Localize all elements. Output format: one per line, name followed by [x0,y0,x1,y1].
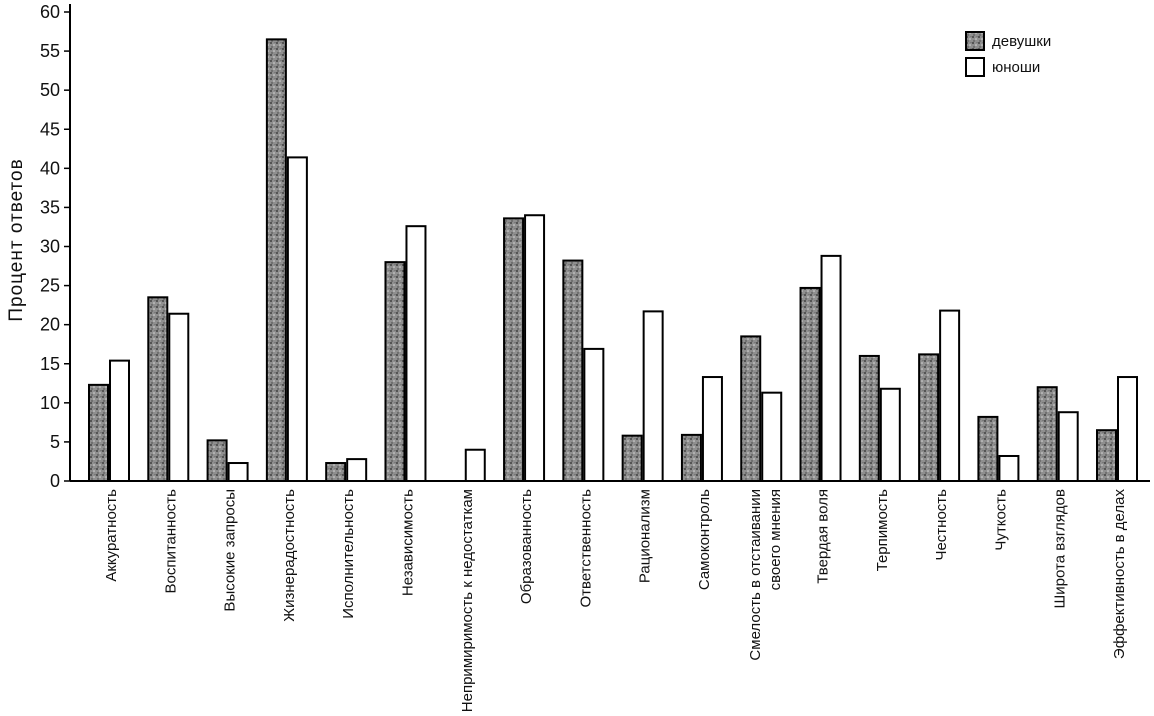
legend-swatch-devushki [965,31,985,51]
bar-devushki [918,353,940,482]
bar-yunoshi [761,391,783,482]
category-label: Образованность [518,489,535,604]
bar-devushki [858,354,880,482]
bar-devushki [1036,386,1058,483]
category-label: Воспитанность [162,489,179,594]
bar-yunoshi [1057,411,1079,483]
bar-yunoshi [879,387,901,482]
category-label: Рационализм [637,489,654,583]
category-labels: Аккуратность Воспитанность Высокие запросы… [103,489,1128,713]
category-label: Исполнительность [340,489,357,619]
bar-devushki [621,434,643,482]
category-label: Непримиримость к недостаткам [459,489,476,711]
bar-devushki [325,462,347,482]
legend-swatch-yunoshi [965,57,985,77]
legend: девушки юноши [965,31,1051,77]
y-tick-label: 30 [40,237,60,257]
bar-yunoshi [464,448,486,483]
y-tick-label: 45 [40,119,60,139]
legend-label-devushki: девушки [992,33,1051,50]
category-label: Смелость в отстаивании своего мнения [747,489,784,661]
category-label: Ответственность [577,489,594,608]
bar-devushki [799,286,821,483]
bar-yunoshi [642,310,664,482]
bar-yunoshi [1117,376,1138,482]
bar-devushki [88,383,109,483]
legend-label-yunoshi: юноши [992,59,1040,76]
bar-devushki [1096,429,1117,483]
bar-devushki [206,439,228,482]
y-tick-label: 55 [40,41,60,61]
category-label: Эффективность в делах [1111,489,1128,660]
y-tick-label: 35 [40,197,60,217]
category-label: Аккуратность [103,489,120,582]
bar-yunoshi [286,156,308,482]
category-label: Высокие запросы [222,489,239,612]
category-label: Жизнерадостность [281,489,298,622]
bar-yunoshi [998,454,1020,482]
category-label: Честность [933,489,950,561]
y-tick-label: 0 [50,471,60,491]
axes: 0 5 10 15 20 25 30 35 40 45 50 55 60 [40,2,1150,491]
bar-yunoshi [168,312,190,482]
bar-devushki [503,217,525,483]
category-label: Независимость [399,489,416,596]
bar-devushki [265,38,287,482]
y-axis-label: Процент ответов [6,158,27,321]
category-label: Чуткость [992,489,1009,551]
category-label: Терпимость [874,489,891,572]
bar-devushki [147,296,169,482]
y-tick-label: 20 [40,315,60,335]
bar-yunoshi [939,309,961,483]
bar-devushki [562,259,584,482]
bar-yunoshi [524,214,546,482]
bar-yunoshi [820,254,842,482]
category-label: Самоконтроль [696,489,713,590]
category-label: Широта взглядов [1052,489,1069,608]
y-tick-label: 40 [40,158,60,178]
bar-devushki [680,433,702,482]
bar-yunoshi [346,458,368,483]
y-tick-label: 15 [40,354,60,374]
y-tick-label: 5 [50,432,60,452]
bar-devushki [384,261,406,482]
y-tick-label: 60 [40,2,60,22]
bar-devushki [740,335,762,482]
y-tick-label: 50 [40,80,60,100]
bar-yunoshi [583,347,605,483]
category-label: Твердая воля [815,489,832,584]
bars [88,38,1138,483]
bar-devushki [977,415,999,482]
bar-yunoshi [405,225,427,482]
bar-yunoshi [701,376,723,482]
y-tick-label: 25 [40,276,60,296]
bar-yunoshi [227,462,249,482]
bar-yunoshi [109,359,130,482]
y-tick-label: 10 [40,393,60,413]
